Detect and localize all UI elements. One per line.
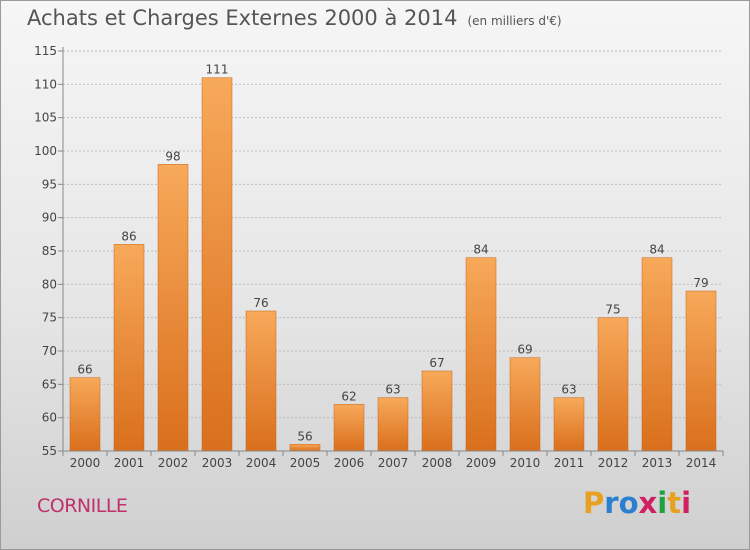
y-tick-label: 75 xyxy=(42,311,57,325)
y-tick-label: 95 xyxy=(42,177,57,191)
bar-value-label: 69 xyxy=(517,343,532,357)
y-tick-label: 110 xyxy=(34,77,57,91)
chart-title: Achats et Charges Externes 2000 à 2014 xyxy=(27,6,458,30)
x-tick-label: 2002 xyxy=(158,456,189,470)
logo-letter: t xyxy=(667,486,682,520)
x-tick-label: 2004 xyxy=(246,456,277,470)
x-tick-label: 2011 xyxy=(554,456,585,470)
y-tick-label: 80 xyxy=(42,277,57,291)
logo-letter: P xyxy=(583,486,605,520)
bar[interactable] xyxy=(685,290,717,452)
bar-value-label: 63 xyxy=(561,383,576,397)
title-line: Achats et Charges Externes 2000 à 2014 (e… xyxy=(27,6,562,30)
bar-value-label: 66 xyxy=(77,363,92,377)
bar-value-label: 98 xyxy=(165,149,180,163)
x-tick-label: 2000 xyxy=(70,456,101,470)
x-tick-label: 2009 xyxy=(466,456,497,470)
bar-value-label: 84 xyxy=(649,243,664,257)
bar-value-label: 75 xyxy=(605,303,620,317)
x-tick-label: 2012 xyxy=(598,456,629,470)
bar[interactable] xyxy=(465,257,497,452)
commune-name: CORNILLE xyxy=(37,495,128,517)
bar[interactable] xyxy=(509,357,541,452)
y-tick-label: 100 xyxy=(34,144,57,158)
x-tick-label: 2006 xyxy=(334,456,365,470)
y-tick-label: 85 xyxy=(42,244,57,258)
bars: 66 86 98 111 76 56 62 63 67 84 69 63 75 84 79 xyxy=(69,63,717,452)
logo-letter: r xyxy=(604,486,619,520)
bar-value-label: 67 xyxy=(429,356,444,370)
y-tick-label: 115 xyxy=(34,44,57,58)
y-tick-label: 55 xyxy=(42,444,57,458)
bar[interactable] xyxy=(113,244,145,452)
bar-value-label: 56 xyxy=(297,429,312,443)
bar[interactable] xyxy=(597,317,629,452)
logo-letter: x xyxy=(638,486,658,520)
y-tick-label: 65 xyxy=(42,377,57,391)
bar[interactable] xyxy=(421,370,453,452)
x-tick-label: 2001 xyxy=(114,456,145,470)
proxiti-logo[interactable]: Proxiti xyxy=(583,486,691,520)
bar-value-label: 86 xyxy=(121,229,136,243)
logo-letter: i xyxy=(681,486,692,520)
bar[interactable] xyxy=(289,444,321,452)
bar-value-label: 62 xyxy=(341,389,356,403)
logo-letter: o xyxy=(618,486,639,520)
bar[interactable] xyxy=(641,257,673,452)
bar-value-label: 63 xyxy=(385,383,400,397)
y-tick-label: 90 xyxy=(42,211,57,225)
bar-value-label: 76 xyxy=(253,296,268,310)
y-tick-label: 70 xyxy=(42,344,57,358)
x-tick-label: 2008 xyxy=(422,456,453,470)
x-tick-label: 2005 xyxy=(290,456,321,470)
bar-value-label: 84 xyxy=(473,243,488,257)
y-tick-label: 60 xyxy=(42,411,57,425)
x-tick-label: 2010 xyxy=(510,456,541,470)
bar[interactable] xyxy=(157,164,189,452)
x-tick-label: 2007 xyxy=(378,456,409,470)
bar[interactable] xyxy=(553,397,585,452)
bar[interactable] xyxy=(245,310,277,452)
bar[interactable] xyxy=(201,77,233,452)
logo-letter: i xyxy=(657,486,668,520)
x-tick-label: 2014 xyxy=(686,456,717,470)
axes: 55 60 65 70 75 80 85 90 95 100 105 110 115 2000 2001 20… xyxy=(34,44,724,470)
bar[interactable] xyxy=(333,404,365,452)
bar-value-label: 111 xyxy=(206,63,229,77)
x-tick-label: 2003 xyxy=(202,456,233,470)
bar[interactable] xyxy=(69,377,101,452)
x-tick-label: 2013 xyxy=(642,456,673,470)
chart-subtitle: (en milliers d'€) xyxy=(467,14,562,28)
bar[interactable] xyxy=(377,397,409,452)
bar-value-label: 79 xyxy=(693,276,708,290)
y-tick-label: 105 xyxy=(34,111,57,125)
